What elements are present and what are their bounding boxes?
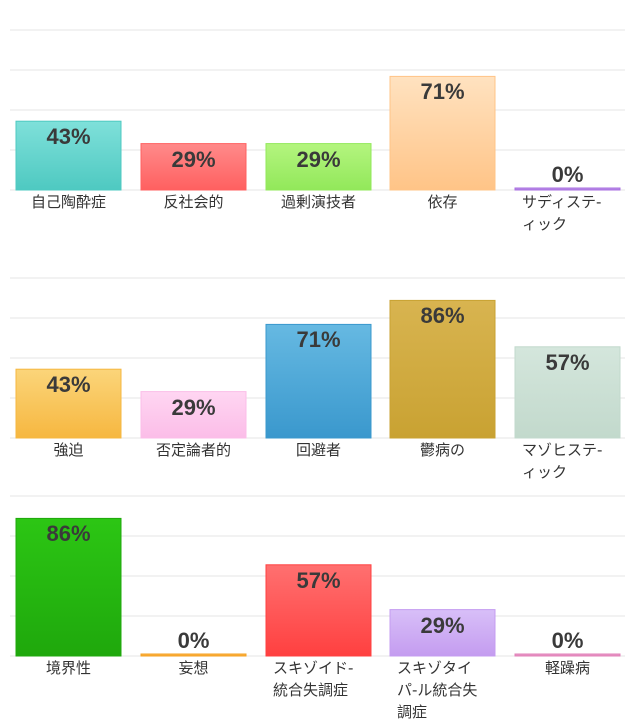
- bar: [15, 368, 122, 439]
- category-label: 妄想: [178, 659, 209, 677]
- bar: [140, 653, 247, 657]
- data-label: 71%: [296, 327, 341, 353]
- category-label: サディステ-ィック: [522, 193, 602, 233]
- category-label: 過剰演技者: [280, 193, 356, 211]
- category-label: 軽躁病: [544, 659, 590, 677]
- data-label: 29%: [420, 612, 465, 638]
- chart-plot-area: [10, 277, 625, 439]
- bar: [514, 653, 621, 657]
- chart-panel-2: 43% 強迫 29% 否定論者的 71% 回避者 86% 鬱病の 57% マゾヒステ-ィック: [0, 248, 635, 481]
- bar: [140, 143, 247, 191]
- data-label: 43%: [46, 124, 91, 150]
- category-label: 回避者: [295, 441, 341, 459]
- category-label: 鬱病の: [419, 441, 465, 459]
- data-label: 0%: [177, 628, 210, 653]
- data-label: 29%: [171, 394, 216, 420]
- category-label: 依存: [427, 193, 458, 211]
- data-label: 71%: [420, 79, 465, 105]
- chart-plot-area: [10, 495, 625, 657]
- category-label: 自己陶酔症: [30, 193, 106, 211]
- bar: [389, 299, 496, 439]
- data-label: 0%: [551, 162, 584, 187]
- data-label: 43%: [46, 372, 91, 398]
- category-label: マゾヒステ-ィック: [522, 441, 603, 481]
- bar: [265, 143, 372, 191]
- bar: [389, 75, 496, 191]
- bar: [15, 120, 122, 191]
- chart-panel-3: 86% 境界性 0% 妄想 57% スキゾイド-統合失調症 29% スキゾタイパ-ル統合失調症…: [0, 466, 635, 721]
- bar: [265, 564, 372, 657]
- category-label: 否定論者的: [155, 441, 231, 459]
- bar: [514, 187, 621, 191]
- bar: [514, 346, 621, 439]
- category-label: 境界性: [45, 659, 91, 677]
- category-label: スキゾイド-統合失調症: [273, 659, 354, 699]
- data-label: 57%: [296, 567, 341, 593]
- bar: [389, 609, 496, 657]
- category-label: 反社会的: [163, 193, 224, 211]
- category-label: スキゾタイパ-ル統合失調症: [397, 659, 478, 721]
- chart-panel-1: 43% 自己陶酔症 29% 反社会的 29% 過剰演技者 71% 依存 0% サディステ-ィック: [0, 0, 635, 233]
- data-label: 0%: [551, 628, 584, 653]
- chart-plot-area: [10, 29, 625, 191]
- bar: [15, 517, 122, 657]
- data-label: 57%: [545, 349, 590, 375]
- data-label: 86%: [46, 521, 91, 547]
- data-label: 29%: [296, 146, 341, 172]
- category-label: 強迫: [53, 441, 84, 459]
- data-label: 86%: [420, 303, 465, 329]
- data-label: 29%: [171, 146, 216, 172]
- bar: [140, 391, 247, 439]
- bar: [265, 323, 372, 439]
